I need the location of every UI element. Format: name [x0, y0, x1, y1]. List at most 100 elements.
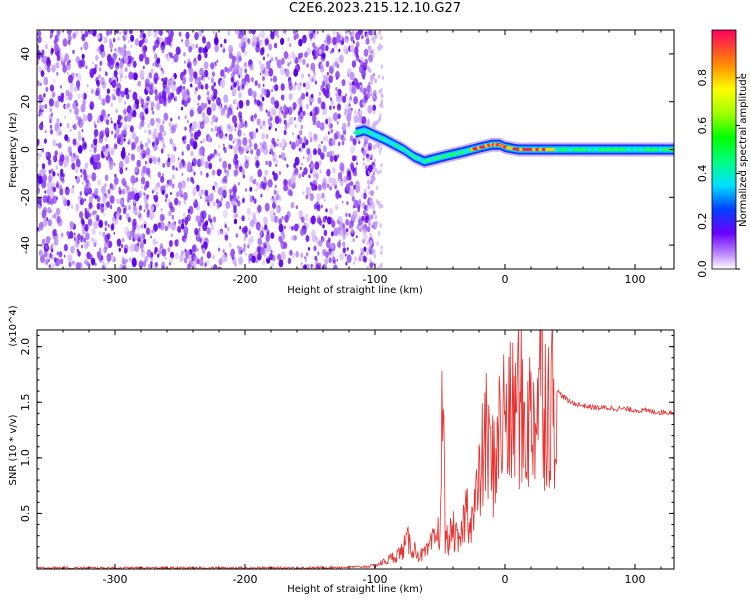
noise-speckle: [145, 147, 151, 156]
signal-core: [587, 147, 592, 152]
noise-speckle: [157, 124, 160, 128]
noise-speckle: [311, 183, 316, 191]
noise-speckle: [99, 32, 103, 39]
noise-speckle: [89, 30, 94, 35]
noise-speckle: [235, 233, 239, 238]
noise-speckle: [261, 96, 265, 102]
noise-speckle: [352, 138, 357, 146]
noise-speckle: [247, 38, 251, 45]
noise-speckle: [326, 183, 330, 188]
noise-speckle: [345, 183, 350, 192]
noise-speckle: [121, 237, 125, 243]
noise-speckle: [371, 248, 374, 253]
noise-speckle: [148, 157, 153, 164]
noise-speckle: [131, 186, 135, 191]
noise-speckle: [173, 97, 176, 101]
noise-speckle: [69, 221, 74, 229]
noise-speckle: [126, 93, 130, 100]
noise-speckle: [63, 254, 66, 258]
noise-speckle: [185, 31, 190, 40]
noise-speckle: [239, 132, 242, 137]
noise-speckle: [366, 92, 371, 99]
noise-speckle: [373, 158, 376, 163]
noise-speckle: [371, 202, 374, 207]
noise-speckle: [295, 251, 300, 258]
noise-speckle: [53, 257, 57, 263]
noise-speckle: [80, 217, 85, 225]
noise-speckle: [278, 223, 284, 233]
noise-speckle: [278, 170, 282, 176]
noise-speckle: [119, 61, 124, 69]
noise-speckle: [305, 213, 308, 217]
noise-speckle: [345, 39, 348, 43]
noise-speckle: [247, 88, 253, 97]
noise-speckle: [267, 111, 271, 117]
noise-speckle: [378, 200, 381, 206]
noise-speckle: [378, 149, 382, 155]
noise-speckle: [300, 228, 305, 236]
noise-speckle: [317, 217, 322, 225]
noise-speckle: [238, 91, 243, 99]
noise-speckle: [359, 228, 362, 233]
noise-speckle: [239, 40, 243, 47]
noise-speckle: [381, 104, 384, 109]
noise-speckle: [78, 116, 82, 123]
noise-speckle: [337, 141, 341, 147]
noise-speckle: [246, 77, 251, 83]
noise-speckle: [371, 48, 374, 54]
noise-speckle: [133, 103, 138, 110]
noise-speckle: [67, 102, 70, 109]
noise-speckle: [252, 196, 255, 200]
noise-speckle: [93, 121, 96, 125]
noise-speckle: [94, 262, 97, 266]
noise-speckle: [378, 30, 381, 36]
noise-speckle: [316, 204, 321, 212]
noise-speckle: [263, 91, 267, 96]
noise-speckle: [238, 246, 243, 256]
noise-speckle: [349, 71, 355, 81]
noise-speckle: [362, 210, 366, 216]
noise-speckle: [216, 126, 222, 135]
noise-speckle: [243, 247, 246, 252]
noise-speckle: [83, 142, 87, 148]
noise-speckle: [297, 114, 303, 123]
noise-speckle: [337, 113, 341, 120]
noise-speckle: [348, 176, 352, 181]
noise-speckle: [313, 133, 319, 142]
noise-speckle: [160, 148, 164, 154]
noise-speckle: [43, 138, 48, 144]
noise-speckle: [311, 234, 317, 243]
noise-speckle: [121, 255, 125, 262]
noise-speckle: [307, 31, 310, 35]
noise-speckle: [76, 103, 79, 107]
noise-speckle: [184, 248, 187, 253]
noise-speckle: [79, 191, 83, 196]
noise-speckle: [133, 200, 136, 205]
noise-speckle: [303, 264, 307, 269]
noise-speckle: [270, 232, 275, 240]
noise-speckle: [95, 91, 98, 97]
noise-speckle: [244, 68, 247, 74]
noise-speckle: [293, 116, 296, 121]
noise-speckle: [264, 177, 267, 181]
noise-speckle: [187, 60, 193, 70]
noise-speckle: [289, 249, 293, 256]
noise-speckle: [178, 31, 182, 37]
noise-speckle: [168, 240, 173, 248]
noise-speckle: [130, 108, 133, 114]
noise-speckle: [142, 165, 147, 174]
noise-speckle: [99, 231, 102, 235]
noise-speckle: [123, 108, 127, 116]
y-tick-label: 0.5: [19, 505, 32, 523]
noise-speckle: [77, 145, 83, 154]
noise-speckle: [135, 177, 139, 183]
noise-speckle: [270, 77, 273, 82]
noise-speckle: [280, 57, 285, 65]
noise-speckle: [362, 255, 367, 262]
noise-speckle: [75, 206, 79, 213]
noise-speckle: [124, 75, 127, 79]
noise-speckle: [46, 58, 51, 67]
noise-speckle: [313, 245, 317, 252]
noise-speckle: [87, 113, 92, 121]
noise-speckle: [177, 241, 180, 245]
